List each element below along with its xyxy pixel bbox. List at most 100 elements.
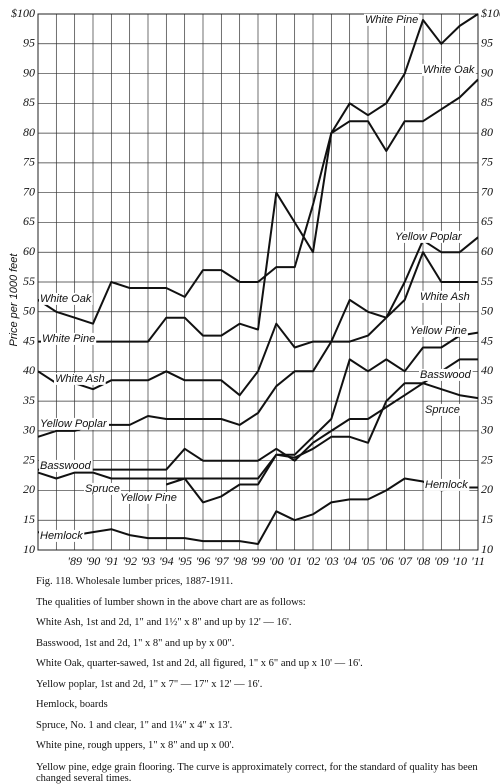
- series-line: [38, 13, 479, 343]
- caption-item: Hemlock, boards: [36, 699, 108, 710]
- series-line: [37, 236, 479, 438]
- y-tick-label-right: 70: [481, 184, 493, 198]
- series-label: Hemlock: [40, 530, 83, 542]
- y-tick-label: 35: [22, 393, 35, 407]
- y-tick-label-right: 30: [480, 423, 493, 437]
- y-tick-label: 20: [23, 482, 35, 496]
- caption: Fig. 118. Wholesale lumber prices, 1887-…: [36, 572, 486, 784]
- series-line: [37, 78, 479, 325]
- x-tick-label: '97: [214, 554, 230, 568]
- caption-item: Yellow pine, edge grain flooring. The cu…: [36, 761, 478, 784]
- y-tick-label: 70: [23, 184, 35, 198]
- series-label: Yellow Poplar: [40, 418, 108, 430]
- y-axis-label: Price per 1000 feet: [8, 253, 20, 347]
- y-tick-label-right: 55: [481, 274, 493, 288]
- y-tick-label-right: 90: [481, 65, 493, 79]
- y-tick-label: 90: [23, 65, 35, 79]
- series-label-bg: [422, 63, 476, 76]
- caption-item: Yellow poplar, 1st and 2d, 1" x 7" — 17"…: [36, 678, 263, 690]
- x-tick-label: '07: [397, 554, 413, 568]
- x-tick-label: '00: [269, 554, 284, 568]
- series-label-bg: [39, 417, 109, 430]
- x-tick-label: '92: [122, 554, 137, 568]
- series-label: Spruce: [425, 404, 460, 416]
- series-label-bg: [54, 372, 106, 385]
- x-tick-label: '06: [379, 554, 394, 568]
- series-label: Yellow Pine: [120, 492, 177, 504]
- caption-item: Spruce, No. 1 and clear, 1" and 1¼" x 4"…: [36, 719, 233, 731]
- x-tick-label: '05: [361, 554, 376, 568]
- y-tick-label-right: 20: [481, 482, 493, 496]
- y-tick-label-right: 50: [481, 304, 493, 318]
- x-tick-label: '08: [416, 554, 431, 568]
- y-tick-label-right: 95: [481, 36, 493, 50]
- x-tick-label: '90: [86, 554, 101, 568]
- series-label-bg: [364, 13, 420, 26]
- series-label: Basswood: [40, 460, 92, 472]
- y-tick-label-right: 60: [481, 244, 493, 258]
- series-label-bg: [39, 292, 93, 305]
- series-line: [37, 382, 479, 480]
- series-label-bg: [409, 324, 468, 337]
- y-tick-label: 80: [23, 125, 35, 139]
- y-tick-label-right: 75: [481, 155, 493, 169]
- y-tick-label-right: $100: [481, 6, 500, 20]
- series-label: White Ash: [55, 373, 105, 385]
- series-label: White Oak: [40, 293, 92, 305]
- x-tick-label: '94: [159, 554, 174, 568]
- page: Price per 1000 feet 10 10 15 15 20 20 25 25 30 30…: [7, 5, 500, 784]
- series-label: Spruce: [85, 483, 120, 495]
- x-tick-label: '01: [287, 554, 302, 568]
- x-tick-label: '02: [306, 554, 321, 568]
- series-label: Hemlock: [425, 479, 468, 491]
- y-tick-label-right: 35: [480, 393, 493, 407]
- x-tick-label: '10: [452, 554, 467, 568]
- series-label: White Ash: [420, 291, 470, 303]
- series-label-bg: [419, 368, 473, 381]
- x-tick-label: '99: [251, 554, 266, 568]
- y-tick-label: 15: [23, 512, 35, 526]
- series-label-bg: [84, 482, 121, 495]
- series-label: Yellow Poplar: [395, 231, 463, 243]
- y-tick-label: 85: [23, 95, 35, 109]
- series-label: White Oak: [423, 64, 475, 76]
- x-tick-label: '89: [67, 554, 82, 568]
- y-tick-label: 45: [23, 333, 35, 347]
- series-label-bg: [424, 403, 461, 416]
- series-label-bg: [394, 230, 464, 243]
- y-tick-label: $100: [11, 6, 35, 20]
- x-tick-label: '98: [232, 554, 247, 568]
- y-tick-label: 50: [23, 304, 35, 318]
- series-line: [165, 331, 479, 504]
- y-tick-label: 10: [23, 542, 35, 556]
- figure-caption: Fig. 118. Wholesale lumber prices, 1887-…: [36, 576, 234, 587]
- chart: Price per 1000 feet 10 10 15 15 20 20 25 25 30 30…: [8, 6, 500, 568]
- series-label: White Pine: [365, 14, 418, 26]
- series-label-bg: [41, 332, 97, 345]
- caption-intro: The qualities of lumber shown in the abo…: [36, 596, 306, 608]
- x-tick-label: '11: [471, 554, 485, 568]
- y-tick-label: 95: [23, 36, 35, 50]
- caption-item: White Ash, 1st and 2d, 1" and 1½" x 8" a…: [36, 617, 292, 628]
- x-tick-label: '96: [196, 554, 211, 568]
- y-tick-label: 25: [23, 452, 35, 466]
- series-line: [37, 477, 478, 545]
- series-label-bg: [119, 491, 178, 504]
- caption-item: Basswood, 1st and 2d, 1" x 8" and up by …: [36, 637, 235, 649]
- caption-item: White Oak, quarter-sawed, 1st and 2d, al…: [36, 658, 363, 669]
- series-label: White Pine: [42, 333, 95, 345]
- y-tick-label: 55: [23, 274, 35, 288]
- x-tick-label: '04: [342, 554, 357, 568]
- y-tick-label: 30: [22, 423, 35, 437]
- y-tick-label-right: 40: [481, 363, 493, 377]
- x-tick-label: '03: [324, 554, 339, 568]
- series-label-bg: [39, 459, 93, 472]
- y-tick-label-right: 45: [481, 333, 493, 347]
- y-tick-label-right: 25: [481, 452, 493, 466]
- y-tick-label: 65: [23, 214, 35, 228]
- x-tick-label: '09: [434, 554, 449, 568]
- x-tick-label: '95: [177, 554, 192, 568]
- series-label-bg: [419, 290, 471, 303]
- series-label: Yellow Pine: [410, 325, 467, 337]
- series-line: [38, 358, 478, 471]
